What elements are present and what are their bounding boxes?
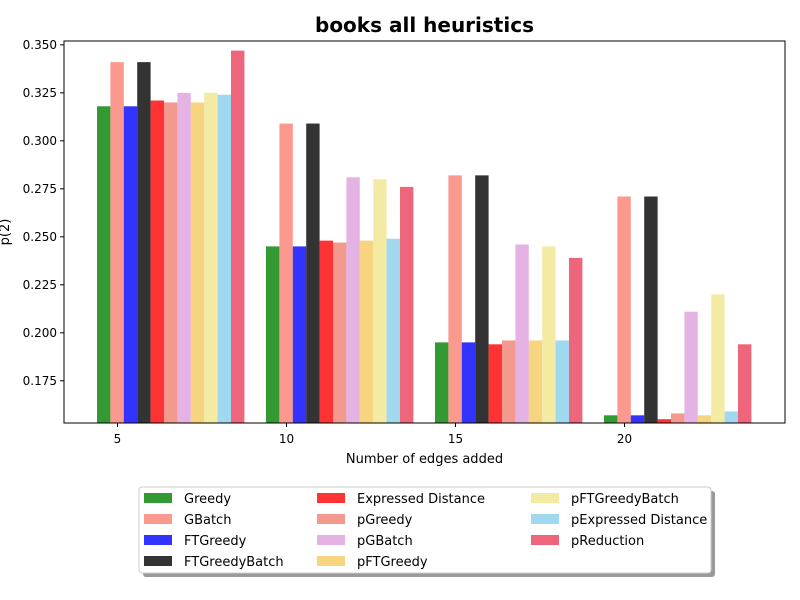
legend-swatch xyxy=(317,493,345,503)
legend-label: FTGreedyBatch xyxy=(184,555,284,570)
legend-swatch xyxy=(531,514,559,524)
bar-pexpressed-distance-5 xyxy=(217,94,231,423)
legend-label: pReduction xyxy=(571,534,644,549)
y-tick-label: 0.225 xyxy=(23,278,57,292)
bar-gbatch-10 xyxy=(279,123,293,423)
bar-ftgreedybatch-5 xyxy=(137,62,151,424)
bar-pftgreedy-5 xyxy=(190,102,205,424)
y-tick-label: 0.350 xyxy=(23,38,57,52)
bar-pftgreedy-15 xyxy=(528,340,543,423)
bar-gbatch-5 xyxy=(110,62,124,424)
x-tick-label: 10 xyxy=(279,432,294,446)
legend-label: pGBatch xyxy=(357,534,413,549)
legend-swatch xyxy=(144,556,172,566)
bar-greedy-5 xyxy=(97,106,111,424)
legend-label: pFTGreedy xyxy=(357,555,428,570)
y-tick-label: 0.175 xyxy=(23,374,57,388)
bar-pgreedy-10 xyxy=(333,242,347,423)
bar-preduction-5 xyxy=(231,50,245,423)
bar-pftgreedy-10 xyxy=(359,240,374,423)
bar-gbatch-20 xyxy=(617,196,631,423)
legend-swatch xyxy=(531,535,559,545)
legend-swatch xyxy=(531,493,559,503)
bar-expressed-distance-15 xyxy=(488,344,502,423)
x-tick-label: 5 xyxy=(114,432,122,446)
legend-label: GBatch xyxy=(184,513,231,528)
bar-pgbatch-5 xyxy=(177,92,191,423)
bar-pgreedy-15 xyxy=(502,340,516,423)
bar-ftgreedy-20 xyxy=(630,415,645,423)
bar-pgreedy-5 xyxy=(164,102,178,424)
bar-pgbatch-15 xyxy=(515,244,529,423)
bar-expressed-distance-10 xyxy=(319,240,333,423)
legend: Greedy GBatch FTGreedy FTGreedyBatch Express… xyxy=(138,486,715,577)
legend-swatch xyxy=(144,493,172,503)
bar-pftgreedybatch-15 xyxy=(542,246,556,423)
bar-preduction-15 xyxy=(569,257,583,423)
legend-label: pExpressed Distance xyxy=(571,513,707,528)
bar-ftgreedy-10 xyxy=(292,246,307,423)
legend-swatch xyxy=(317,535,345,545)
legend-label: pFTGreedyBatch xyxy=(571,492,679,507)
bar-pgreedy-20 xyxy=(671,413,685,423)
y-tick-label: 0.275 xyxy=(23,182,57,196)
bar-pftgreedy-20 xyxy=(697,415,712,423)
bar-pexpressed-distance-10 xyxy=(386,238,400,423)
bar-ftgreedy-15 xyxy=(461,342,476,423)
y-axis-label: p(2) xyxy=(0,219,13,246)
y-axis: 0.175 0.200 0.225 0.250 0.275 0.300 0.325 0.350 xyxy=(23,38,64,388)
legend-swatch xyxy=(317,514,345,524)
bar-greedy-10 xyxy=(266,246,280,423)
legend-label: FTGreedy xyxy=(184,534,247,549)
bar-pexpressed-distance-20 xyxy=(724,411,738,423)
bar-pgbatch-20 xyxy=(684,311,698,423)
legend-box xyxy=(138,486,712,574)
bar-pftgreedybatch-5 xyxy=(204,92,218,423)
bar-preduction-10 xyxy=(400,186,414,423)
bar-expressed-distance-20 xyxy=(657,419,671,423)
y-tick-label: 0.250 xyxy=(23,230,57,244)
bar-greedy-15 xyxy=(435,342,449,423)
y-tick-label: 0.300 xyxy=(23,134,57,148)
bar-pgbatch-10 xyxy=(346,177,360,423)
legend-swatch xyxy=(144,535,172,545)
legend-swatch xyxy=(317,556,345,566)
bar-ftgreedybatch-10 xyxy=(306,123,320,423)
legend-label: Expressed Distance xyxy=(357,492,485,507)
plot-frame xyxy=(63,40,786,424)
x-tick-label: 15 xyxy=(448,432,463,446)
bar-pexpressed-distance-15 xyxy=(555,340,569,423)
bar-ftgreedybatch-15 xyxy=(475,175,489,423)
bar-ftgreedy-5 xyxy=(123,106,138,424)
bar-greedy-20 xyxy=(604,415,618,423)
bars xyxy=(97,50,752,424)
x-axis-label: Number of edges added xyxy=(346,452,503,467)
bar-expressed-distance-5 xyxy=(150,100,164,423)
bar-gbatch-15 xyxy=(448,175,462,423)
y-tick-label: 0.325 xyxy=(23,86,57,100)
chart-title: books all heuristics xyxy=(315,13,534,37)
legend-label: Greedy xyxy=(184,492,231,507)
x-axis: 5 10 15 20 xyxy=(114,423,632,446)
bar-pftgreedybatch-10 xyxy=(373,179,387,423)
bar-ftgreedybatch-20 xyxy=(644,196,658,423)
x-tick-label: 20 xyxy=(617,432,632,446)
y-tick-label: 0.200 xyxy=(23,326,57,340)
legend-label: pGreedy xyxy=(357,513,413,528)
bar-pftgreedybatch-20 xyxy=(711,294,725,423)
legend-swatch xyxy=(144,514,172,524)
bar-preduction-20 xyxy=(738,344,752,423)
